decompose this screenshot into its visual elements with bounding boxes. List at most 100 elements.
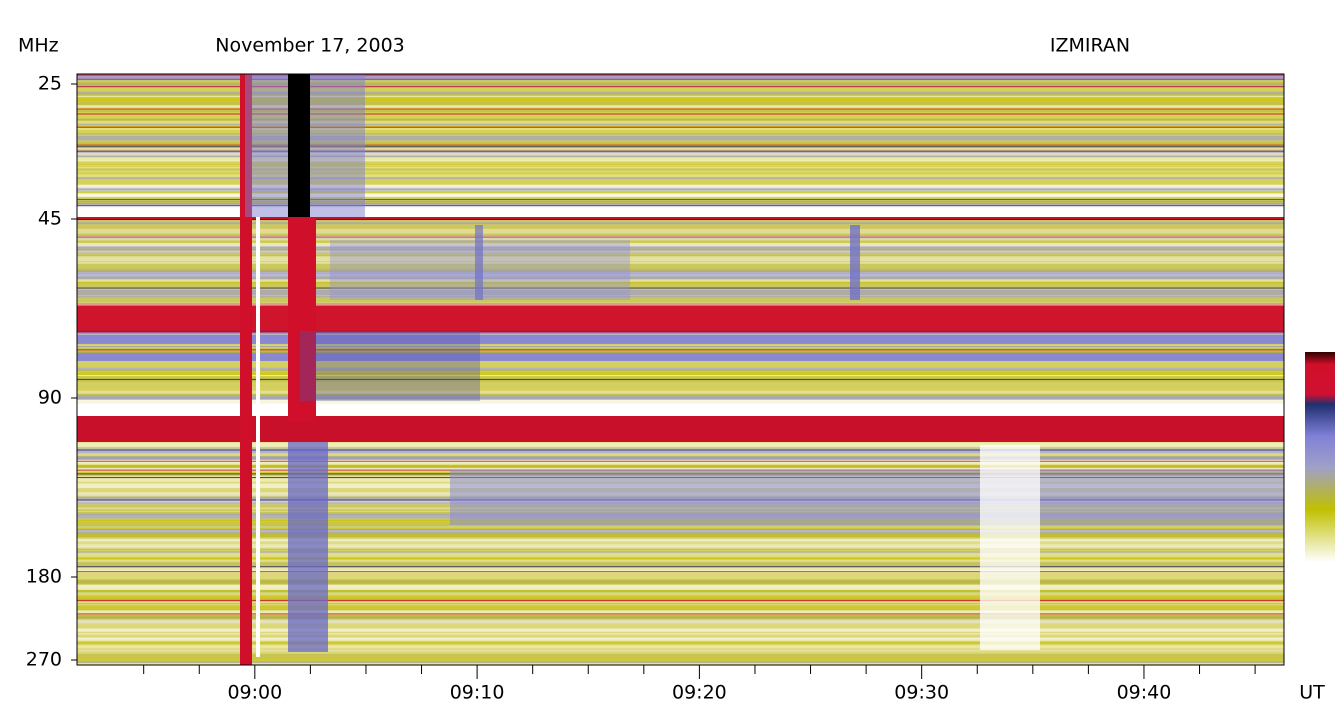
- spectrum-region: [77, 628, 1284, 632]
- spectrum-region: [77, 303, 1284, 331]
- spectrum-region: [77, 558, 1284, 560]
- spectrum-region: [77, 539, 1284, 541]
- spectrum-region: [77, 330, 1284, 332]
- spectrum-region: [240, 74, 252, 665]
- spectrum-region: [300, 331, 480, 401]
- spectrum-region: [77, 551, 1284, 553]
- spectrum-region: [77, 561, 1284, 567]
- spectrum-region: [77, 394, 1284, 396]
- spectrum-region: [77, 279, 1284, 282]
- spectrum-region: [77, 281, 1284, 284]
- y-tick-label: 180: [26, 566, 62, 588]
- y-axis-label: MHz: [18, 35, 59, 57]
- spectrum-region: [77, 218, 1284, 220]
- spectrum-region: [77, 639, 1284, 645]
- spectrum-region: [77, 653, 1284, 659]
- spectrum-region: [77, 345, 1284, 349]
- spectrum-region: [77, 242, 1284, 247]
- spectrum-region: [77, 75, 1284, 81]
- spectrum-region: [77, 236, 1284, 238]
- spectrum-region: [77, 571, 1284, 573]
- spectrum-region: [77, 632, 1284, 635]
- x-tick-label: 09:00: [227, 682, 282, 704]
- spectrum-region: [77, 165, 1284, 167]
- spectrum-region: [77, 445, 1284, 449]
- spectrum-region: [450, 470, 1284, 525]
- spectrum-region: [77, 584, 1284, 587]
- spectrum-region: [77, 146, 1284, 148]
- spectrum-region: [77, 599, 1284, 601]
- spectrum-region: [77, 270, 1284, 274]
- spectrum-region: [77, 151, 1284, 155]
- spectrum-region: [77, 148, 1284, 150]
- spectrum-region: [77, 595, 1284, 598]
- spectrum-region: [77, 118, 1284, 123]
- spectrum-region: [77, 120, 1284, 124]
- spectrum-region: [77, 416, 1284, 442]
- spectrum-region: [77, 168, 1284, 171]
- spectrum-region: [77, 184, 1284, 189]
- spectrum-region: [77, 443, 1284, 448]
- spectrum-region: [77, 261, 1284, 264]
- spectrum-region: [288, 217, 316, 422]
- spectrum-region: [77, 610, 1284, 615]
- source-label: IZMIRAN: [1050, 35, 1130, 57]
- spectrum-region: [77, 255, 1284, 257]
- spectrum-region: [77, 141, 1284, 146]
- spectrum-region: [77, 220, 1284, 303]
- x-axis-label: UT: [1299, 682, 1325, 704]
- spectrum-region: [77, 580, 1284, 585]
- spectrum-region: [77, 344, 1284, 346]
- spectrum-region: [77, 400, 1284, 416]
- spectrum-region: [77, 586, 1284, 591]
- spectrum-region: [77, 91, 1284, 95]
- spectrum-region: [77, 219, 1284, 221]
- spectrum-region: [77, 661, 1284, 666]
- spectrum-region: [77, 378, 1284, 380]
- spectrum-region: [77, 527, 1284, 531]
- spectrum-region: [77, 553, 1284, 558]
- spectrum-region: [77, 649, 1284, 652]
- spectrum-region: [256, 217, 260, 657]
- spectrum-region: [77, 397, 1284, 400]
- spectrum-region: [77, 150, 1284, 152]
- spectrum-region: [77, 126, 1284, 128]
- spectrum-region: [288, 74, 310, 217]
- x-tick-label: 09:20: [672, 682, 727, 704]
- spectrum-region: [77, 556, 1284, 559]
- spectrum-region: [77, 544, 1284, 549]
- spectrum-region: [77, 127, 1284, 130]
- plot-frame: [76, 73, 1285, 666]
- spectrum-region: [77, 175, 1284, 177]
- spectrum-region: [77, 237, 1284, 241]
- spectrum-region: [77, 605, 1284, 610]
- spectrum-region: [850, 225, 860, 300]
- spectrum-region: [77, 602, 1284, 604]
- spectrum-region: [77, 177, 1284, 179]
- x-tick-label: 09:10: [450, 682, 505, 704]
- spectrum-region: [77, 566, 1284, 568]
- spectrum-region: [77, 333, 1284, 335]
- spectrum-region: [77, 250, 1284, 253]
- spectrum-region: [77, 292, 1284, 296]
- spectrum-region: [77, 390, 1284, 394]
- spectrum-region: [77, 369, 1284, 372]
- spectrum-region: [77, 135, 1284, 141]
- spectrum-region: [77, 204, 1284, 206]
- spectrum-region: [77, 287, 1284, 289]
- spectrum-region: [77, 613, 1284, 615]
- spectrum-region: [77, 639, 1284, 642]
- spectrum-region: [77, 448, 1284, 454]
- y-tick-label: 25: [38, 73, 62, 95]
- spectrum-region: [77, 618, 1284, 624]
- spectrum-region: [77, 399, 1284, 404]
- spectrum-region: [77, 255, 1284, 261]
- spectrum-region: [77, 533, 1284, 538]
- spectrum-region: [77, 463, 1284, 468]
- spectrum-region: [77, 108, 1284, 110]
- spectrum-region: [77, 296, 1284, 298]
- spectrum-region: [77, 74, 1284, 76]
- spectrum-region: [77, 198, 1284, 200]
- spectrum-region: [77, 193, 1284, 197]
